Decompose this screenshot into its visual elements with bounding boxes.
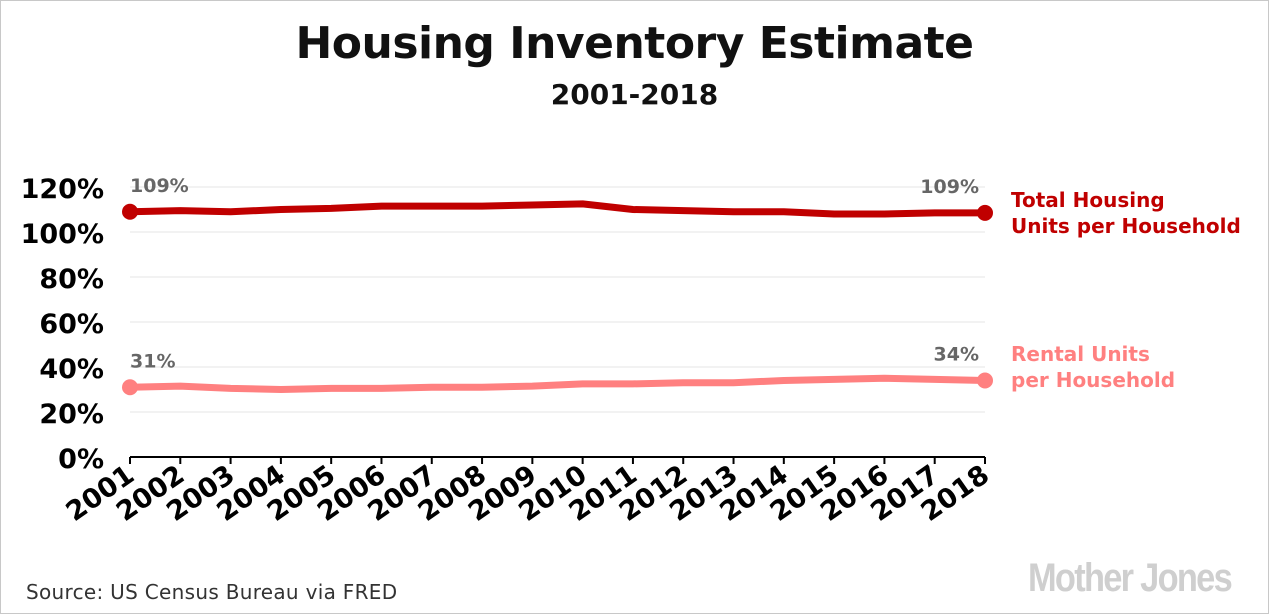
series-name-label: Rental Units (1011, 342, 1150, 366)
y-tick-label: 80% (39, 264, 104, 295)
publisher-logo: Mother Jones (1028, 556, 1233, 600)
series (122, 200, 993, 396)
series-line (126, 374, 989, 393)
source-note: Source: US Census Bureau via FRED (26, 580, 398, 604)
gridlines (130, 186, 985, 413)
series-name-label: per Household (1011, 368, 1175, 392)
start-value-label: 109% (130, 175, 189, 197)
axes: 0%20%40%60%80%100%120%200120022003200420… (21, 174, 995, 528)
series-name-label: Total Housing (1011, 188, 1165, 212)
series-name-label: Units per Household (1011, 214, 1241, 238)
y-tick-label: 120% (21, 174, 104, 205)
chart-title: Housing Inventory Estimate (295, 18, 974, 69)
end-value-label: 109% (920, 176, 979, 198)
y-tick-label: 20% (39, 399, 104, 430)
series-start-point (122, 379, 138, 396)
end-value-label: 34% (934, 344, 979, 366)
series-start-point (122, 203, 138, 220)
y-tick-label: 40% (39, 354, 104, 385)
y-tick-label: 100% (21, 219, 104, 250)
series-end-point (977, 204, 993, 221)
chart-subtitle: 2001-2018 (550, 78, 719, 111)
start-value-label: 31% (130, 350, 175, 372)
series-end-point (977, 372, 993, 389)
series-line (126, 200, 989, 218)
y-tick-label: 0% (58, 444, 104, 475)
y-tick-label: 60% (39, 309, 104, 340)
